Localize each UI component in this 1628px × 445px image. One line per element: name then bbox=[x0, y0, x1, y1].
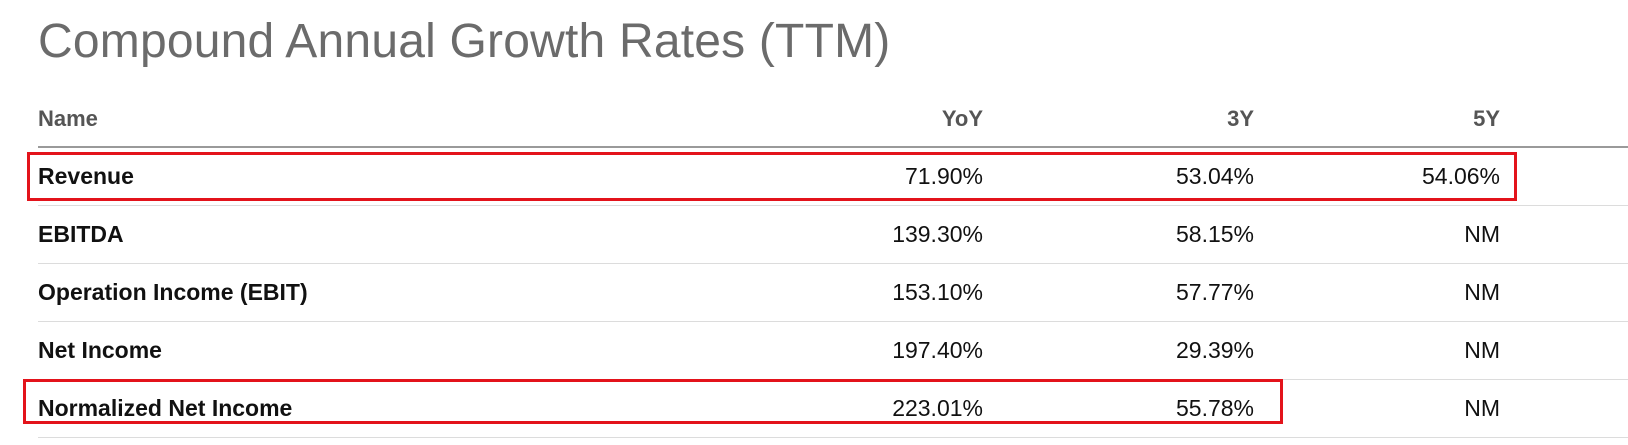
column-header-5y[interactable]: 5Y bbox=[1473, 106, 1500, 131]
column-header-3y[interactable]: 3Y bbox=[1227, 106, 1254, 131]
page-title: Compound Annual Growth Rates (TTM) bbox=[38, 15, 891, 68]
table-row-net-income: Net Income 197.40% 29.39% NM bbox=[38, 322, 1628, 380]
column-header-name[interactable]: Name bbox=[38, 106, 98, 131]
cell-yoy: 139.30% bbox=[892, 221, 983, 247]
table-header-row: Name YoY 3Y 5Y bbox=[38, 92, 1628, 148]
cell-yoy: 197.40% bbox=[892, 337, 983, 363]
table-row-revenue: Revenue 71.90% 53.04% 54.06% bbox=[38, 148, 1628, 206]
cell-3y: 58.15% bbox=[1175, 221, 1254, 247]
table-row-ebitda: EBITDA 139.30% 58.15% NM bbox=[38, 206, 1628, 264]
row-label: Normalized Net Income bbox=[38, 395, 293, 421]
cell-yoy: 153.10% bbox=[892, 279, 983, 305]
cell-yoy: 71.90% bbox=[904, 163, 983, 189]
row-label: Net Income bbox=[38, 337, 162, 363]
table-row-operation-income: Operation Income (EBIT) 153.10% 57.77% N… bbox=[38, 264, 1628, 322]
cell-5y: 54.06% bbox=[1421, 163, 1500, 189]
row-label: Revenue bbox=[38, 163, 134, 189]
table-row-normalized-net-income: Normalized Net Income 223.01% 55.78% NM bbox=[38, 380, 1628, 438]
cell-3y: 29.39% bbox=[1175, 337, 1254, 363]
column-header-yoy[interactable]: YoY bbox=[941, 106, 983, 131]
cell-yoy: 223.01% bbox=[892, 395, 983, 421]
cell-5y: NM bbox=[1464, 337, 1500, 363]
cell-3y: 55.78% bbox=[1175, 395, 1254, 421]
growth-rates-table: Name YoY 3Y 5Y Revenue 71.90% 53.04% 54.… bbox=[38, 92, 1628, 438]
row-label: Operation Income (EBIT) bbox=[38, 279, 308, 305]
cell-3y: 57.77% bbox=[1175, 279, 1254, 305]
cell-5y: NM bbox=[1464, 395, 1500, 421]
cell-5y: NM bbox=[1464, 279, 1500, 305]
row-label: EBITDA bbox=[38, 221, 124, 247]
cell-3y: 53.04% bbox=[1175, 163, 1254, 189]
cell-5y: NM bbox=[1464, 221, 1500, 247]
